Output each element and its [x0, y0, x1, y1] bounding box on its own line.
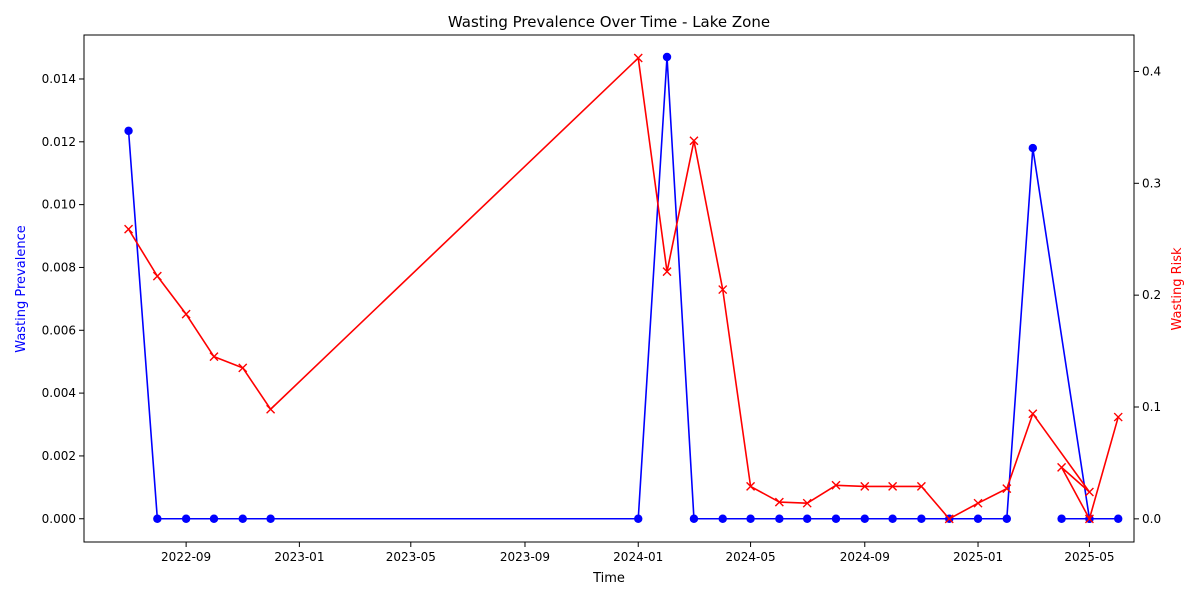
prevalence-point	[746, 514, 755, 523]
prevalence-point	[831, 514, 841, 523]
chart-title: Wasting Prevalence Over Time - Lake Zone	[448, 13, 770, 31]
left-tick-label: 0.008	[42, 260, 76, 274]
x-tick-label: 2024-01	[613, 550, 663, 564]
x-tick-label: 2023-09	[500, 550, 550, 564]
prevalence-point	[718, 514, 727, 523]
prevalence-point	[860, 514, 869, 523]
risk-series	[124, 53, 1123, 524]
right-tick-label: 0.3	[1142, 176, 1161, 190]
risk-point	[944, 514, 954, 524]
right-tick-label: 0.0	[1142, 512, 1161, 526]
left-y-axis: 0.000 0.002 0.004 0.006 0.008 0.010 0.012 0.014	[42, 72, 84, 526]
left-tick-label: 0.002	[42, 449, 76, 463]
risk-point	[916, 481, 926, 491]
prevalence-point	[238, 514, 247, 523]
prevalence-point	[1114, 514, 1123, 523]
left-tick-label: 0.014	[42, 72, 76, 86]
prevalence-point	[209, 514, 219, 523]
x-tick-label: 2024-09	[840, 550, 890, 564]
prevalence-point	[266, 514, 275, 523]
x-tick-label: 2025-01	[953, 550, 1003, 564]
right-y-axis: 0.0 0.1 0.2 0.3 0.4	[1134, 64, 1161, 526]
risk-point	[888, 481, 898, 491]
left-tick-label: 0.012	[42, 135, 76, 149]
risk-point	[209, 352, 219, 362]
left-tick-label: 0.006	[42, 323, 76, 337]
risk-point	[774, 497, 784, 507]
risk-point	[662, 267, 672, 277]
risk-point	[1084, 514, 1094, 524]
prevalence-point	[153, 514, 162, 523]
risk-point	[633, 53, 643, 63]
risk-point	[802, 498, 812, 508]
prevalence-point	[917, 514, 926, 523]
risk-point	[718, 285, 728, 295]
risk-point	[1028, 409, 1038, 419]
risk-point	[266, 404, 276, 414]
prevalence-point	[1002, 514, 1012, 523]
right-tick-label: 0.4	[1142, 64, 1161, 78]
prevalence-point	[689, 514, 699, 523]
x-tick-label: 2023-05	[386, 550, 436, 564]
prevalence-point	[973, 514, 983, 523]
risk-point	[238, 363, 248, 373]
prevalence-point	[124, 126, 133, 136]
x-tick-label: 2024-05	[726, 550, 776, 564]
x-axis-label: Time	[592, 571, 625, 586]
plot-frame	[83, 34, 1135, 543]
risk-point	[831, 480, 841, 490]
left-tick-label: 0.010	[42, 198, 76, 212]
right-y-axis-label: Wasting Risk	[1170, 247, 1185, 331]
x-tick-label: 2022-09	[161, 550, 211, 564]
risk-point	[746, 481, 756, 491]
left-y-axis-label: Wasting Prevalence	[14, 225, 29, 352]
risk-point	[689, 136, 699, 146]
risk-point	[860, 481, 870, 491]
prevalence-point	[775, 514, 784, 523]
right-tick-label: 0.2	[1142, 288, 1161, 302]
plot-area	[124, 52, 1123, 524]
risk-point	[1113, 412, 1123, 422]
prevalence-point	[888, 514, 897, 523]
left-tick-label: 0.000	[42, 512, 76, 526]
prevalence-point	[181, 514, 191, 523]
risk-point	[124, 224, 134, 234]
left-tick-label: 0.004	[42, 386, 76, 400]
risk-point	[1002, 484, 1012, 494]
x-axis: 2022-09 2023-01 2023-05 2023-09 2024-01 2024-…	[161, 542, 1115, 564]
risk-point	[181, 309, 191, 319]
prevalence-series	[124, 52, 1123, 523]
prevalence-point	[803, 514, 812, 523]
x-tick-label: 2025-05	[1064, 550, 1114, 564]
prevalence-point	[1028, 143, 1038, 153]
prevalence-point	[634, 514, 643, 523]
prevalence-point	[662, 52, 672, 62]
risk-point	[1084, 487, 1094, 497]
risk-point	[973, 498, 983, 508]
risk-point	[1057, 462, 1067, 472]
right-tick-label: 0.1	[1142, 400, 1161, 414]
prevalence-point	[1057, 514, 1066, 523]
risk-point	[152, 271, 162, 281]
x-tick-label: 2023-01	[274, 550, 324, 564]
